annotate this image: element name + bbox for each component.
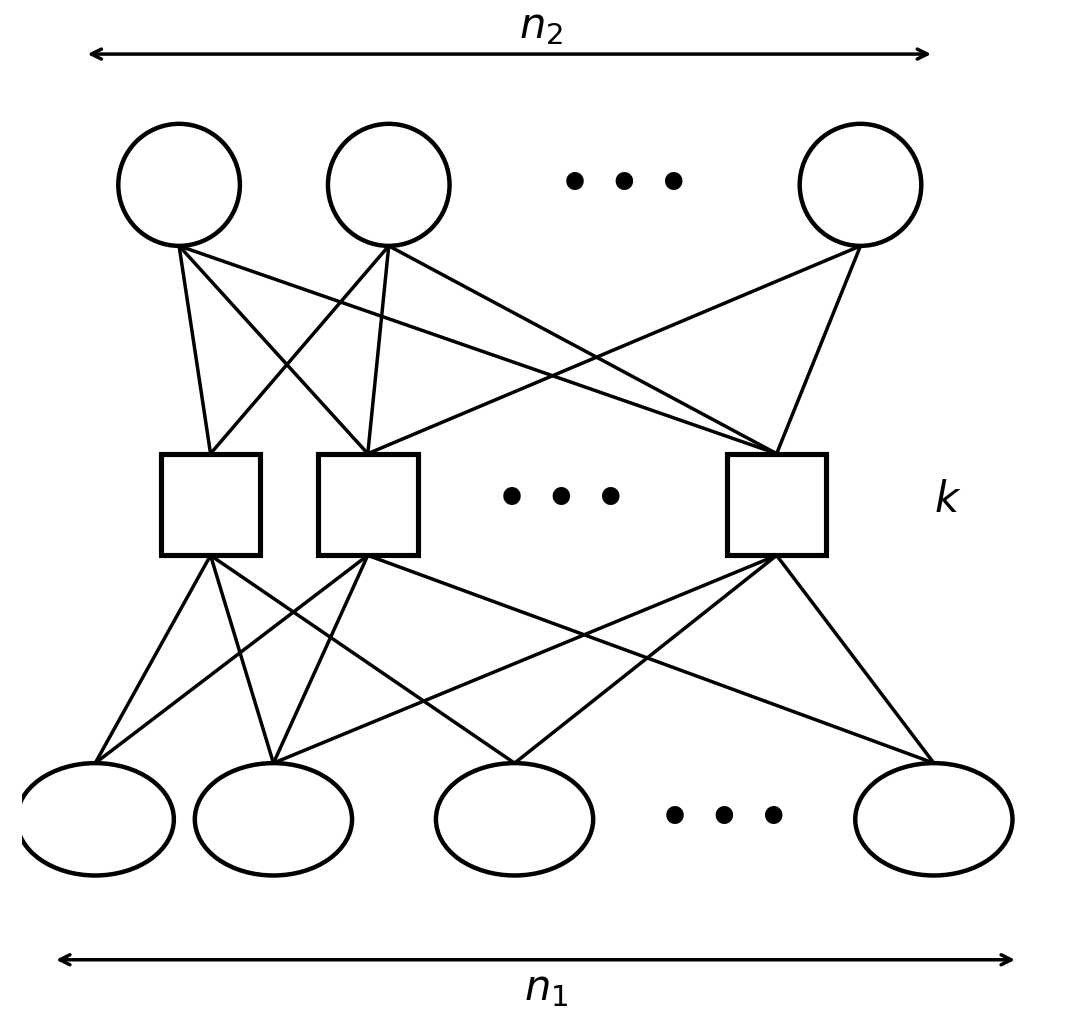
Bar bbox=[318, 454, 417, 555]
Ellipse shape bbox=[799, 124, 922, 246]
Text: • • •: • • • bbox=[559, 160, 690, 209]
Text: • • •: • • • bbox=[658, 795, 790, 844]
Ellipse shape bbox=[194, 763, 352, 876]
Ellipse shape bbox=[328, 124, 450, 246]
Ellipse shape bbox=[855, 763, 1012, 876]
Text: $k$: $k$ bbox=[934, 478, 961, 521]
Text: • • •: • • • bbox=[497, 475, 627, 524]
Bar bbox=[161, 454, 260, 555]
Text: $n_2$: $n_2$ bbox=[519, 5, 562, 47]
Ellipse shape bbox=[118, 124, 240, 246]
Text: $n_1$: $n_1$ bbox=[524, 968, 568, 1009]
Ellipse shape bbox=[16, 763, 174, 876]
Ellipse shape bbox=[436, 763, 593, 876]
Bar bbox=[727, 454, 827, 555]
